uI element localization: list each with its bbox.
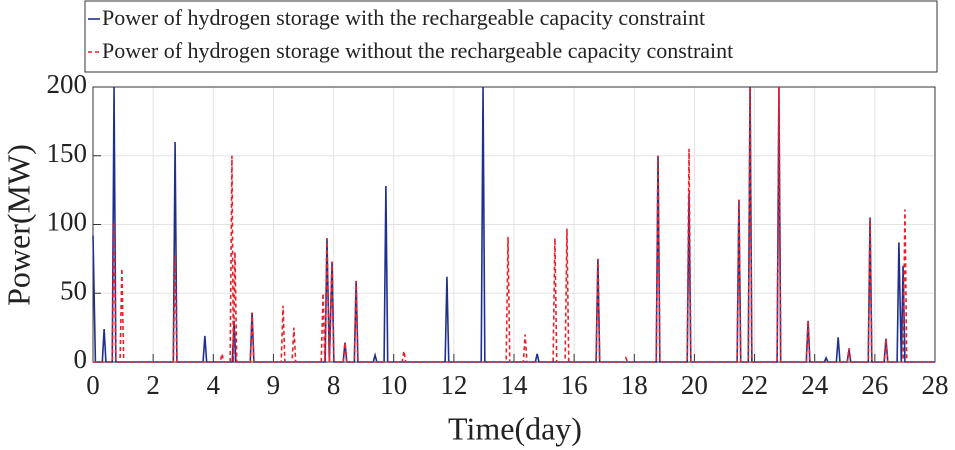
x-tick-label: 12 (440, 370, 467, 400)
x-tick-label: 4 (207, 370, 221, 400)
series-line (92, 86, 935, 363)
y-tick-label: 200 (47, 69, 88, 99)
x-tick-label: 26 (861, 370, 888, 400)
x-tick-label: 28 (922, 370, 949, 400)
y-tick-label: 0 (74, 344, 88, 374)
x-tick-label: 14 (501, 370, 529, 400)
x-tick-label: 10 (380, 370, 407, 400)
x-tick-label: 20 (681, 370, 708, 400)
legend-label: Power of hydrogen storage with the recha… (102, 5, 705, 30)
x-tick-label: 9 (267, 370, 281, 400)
legend-box (84, 0, 938, 73)
x-tick-label: 16 (561, 370, 588, 400)
x-tick-label: 18 (621, 370, 648, 400)
x-tick-label: 0 (86, 370, 100, 400)
x-tick-label: 24 (801, 370, 829, 400)
series-line (93, 86, 935, 363)
x-tick-label: 8 (327, 370, 341, 400)
y-tick-label: 50 (60, 275, 87, 305)
y-tick-label: 100 (47, 207, 88, 237)
legend-label: Power of hydrogen storage without the re… (102, 38, 733, 63)
y-tick-label: 150 (47, 138, 88, 168)
x-tick-label: 22 (741, 370, 768, 400)
y-axis-label: Power(MW) (0, 144, 36, 306)
x-tick-label: 2 (146, 370, 160, 400)
x-axis-label: Time(day) (448, 410, 582, 446)
